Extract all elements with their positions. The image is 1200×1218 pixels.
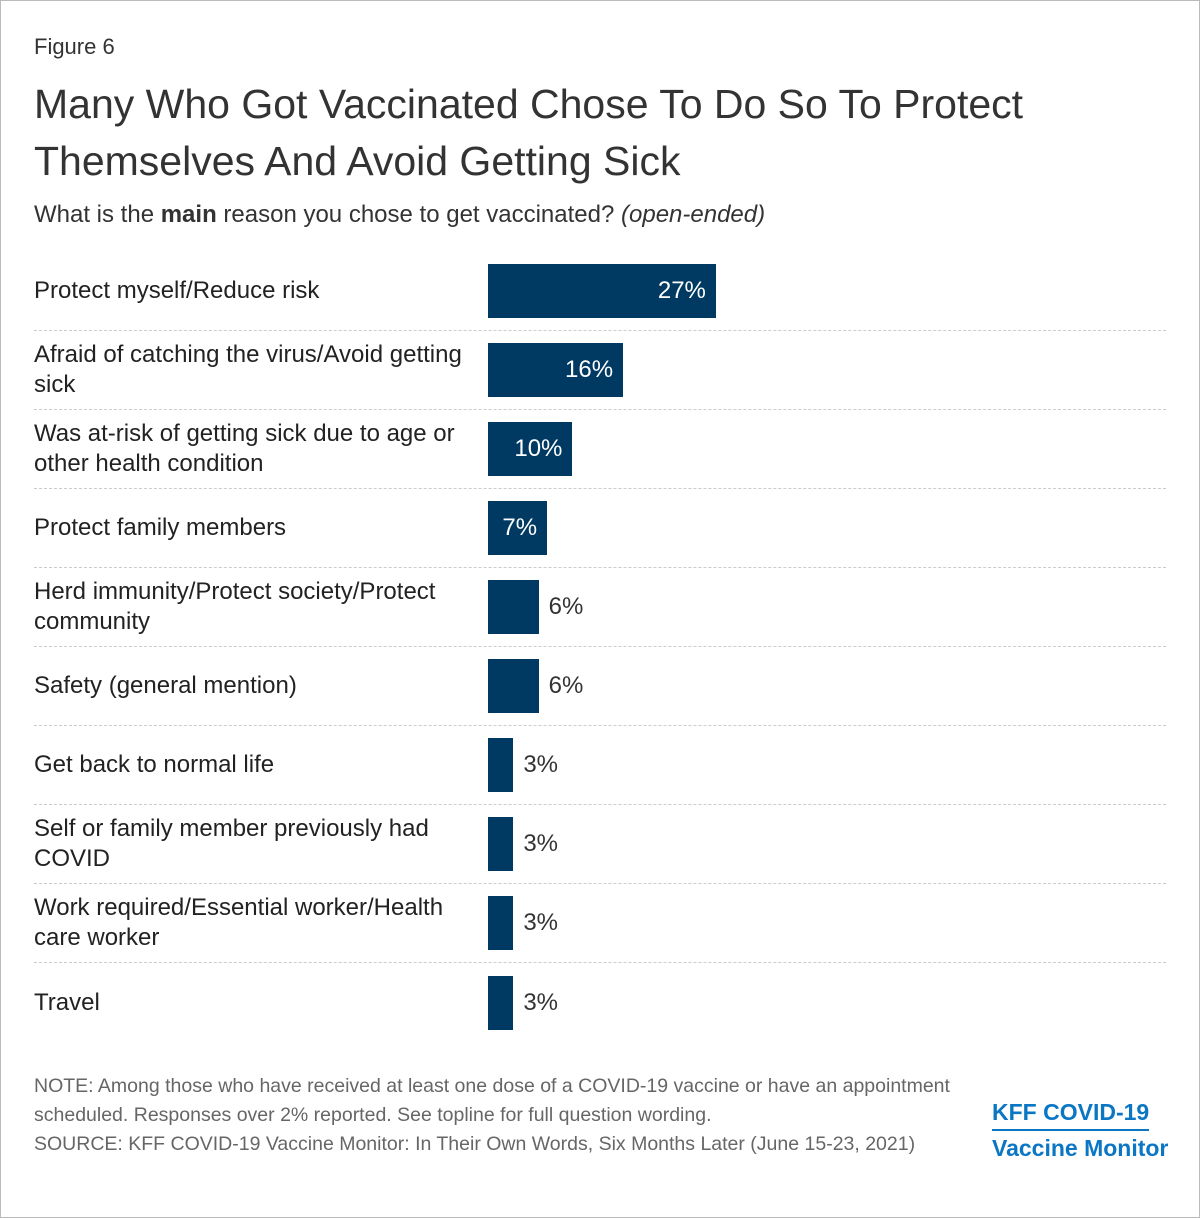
logo-line: KFF COVID-19 (992, 1095, 1150, 1131)
chart-title: Many Who Got Vaccinated Chose To Do So T… (34, 81, 1024, 184)
bar (488, 817, 514, 871)
figure-label: Figure 6 (34, 34, 115, 59)
value-label: 6% (548, 593, 584, 620)
value-label: 3% (523, 830, 558, 857)
value-label: 3% (523, 988, 558, 1016)
row: Get back to normal life 3% (34, 726, 1166, 805)
subtitle: What is the main reason you chose to get… (34, 201, 765, 229)
value-label: 3% (523, 909, 558, 936)
bar (488, 501, 548, 555)
category-label: Self or family member previously had COV… (34, 815, 429, 872)
bar (488, 975, 514, 1030)
value-label: 10% (514, 435, 563, 462)
row: Protect family members 7% (34, 489, 1166, 568)
bar (488, 580, 539, 634)
logo-line: Vaccine Monitor (992, 1135, 1169, 1161)
note: NOTE: Among those who have received at l… (34, 1075, 950, 1126)
row: Protect myself/Reduce risk 27% (34, 252, 1166, 331)
notes: NOTE: Among those who have received at l… (34, 1072, 954, 1159)
bar (488, 659, 539, 713)
category-label: Work required/Essential worker/Health ca… (34, 894, 444, 951)
row: Afraid of catching the virus/Avoid getti… (34, 331, 1166, 410)
category-label: Herd immunity/Protect society/Protect co… (34, 578, 436, 635)
row: Safety (general mention) 6% (34, 647, 1166, 726)
plot: Protect myself/Reduce risk 27% Afraid of c… (0, 252, 1200, 1042)
row: Herd immunity/Protect society/Protect co… (34, 568, 1166, 647)
category-label: Was at-risk of getting sick due to age o… (34, 420, 455, 477)
category-label: Get back to normal life (34, 751, 275, 778)
value-label: 27% (657, 277, 706, 304)
category-label: Protect family members (34, 514, 287, 541)
bar (488, 264, 716, 318)
row: Self or family member previously had COV… (34, 805, 1166, 884)
row: Was at-risk of getting sick due to age o… (34, 410, 1166, 489)
subtitle-text: What is the (34, 201, 155, 228)
category-label: Travel (34, 988, 100, 1016)
subtitle-italic: (open-ended) (621, 201, 766, 228)
bar (488, 896, 514, 950)
value-label: 3% (523, 751, 558, 778)
bar (488, 738, 514, 792)
category-label: Safety (general mention) (34, 672, 297, 699)
bar (488, 422, 573, 476)
subtitle-text: reason you chose to get vaccinated? (223, 201, 615, 228)
value-label: 16% (565, 356, 614, 383)
category-label: Protect myself/Reduce risk (34, 277, 320, 304)
source: SOURCE: KFF COVID-19 Vaccine Monitor: In… (34, 1133, 916, 1155)
logo: KFF COVID-19 Vaccine Monitor (992, 1095, 1168, 1165)
value-label: 7% (502, 514, 538, 541)
bar (488, 343, 624, 397)
category-label: Afraid of catching the virus/Avoid getti… (34, 341, 462, 398)
subtitle-bold: main (160, 201, 217, 228)
value-label: 6% (548, 672, 584, 699)
row: Work required/Essential worker/Health ca… (34, 884, 1166, 963)
row: Travel 3% (34, 963, 1166, 1042)
